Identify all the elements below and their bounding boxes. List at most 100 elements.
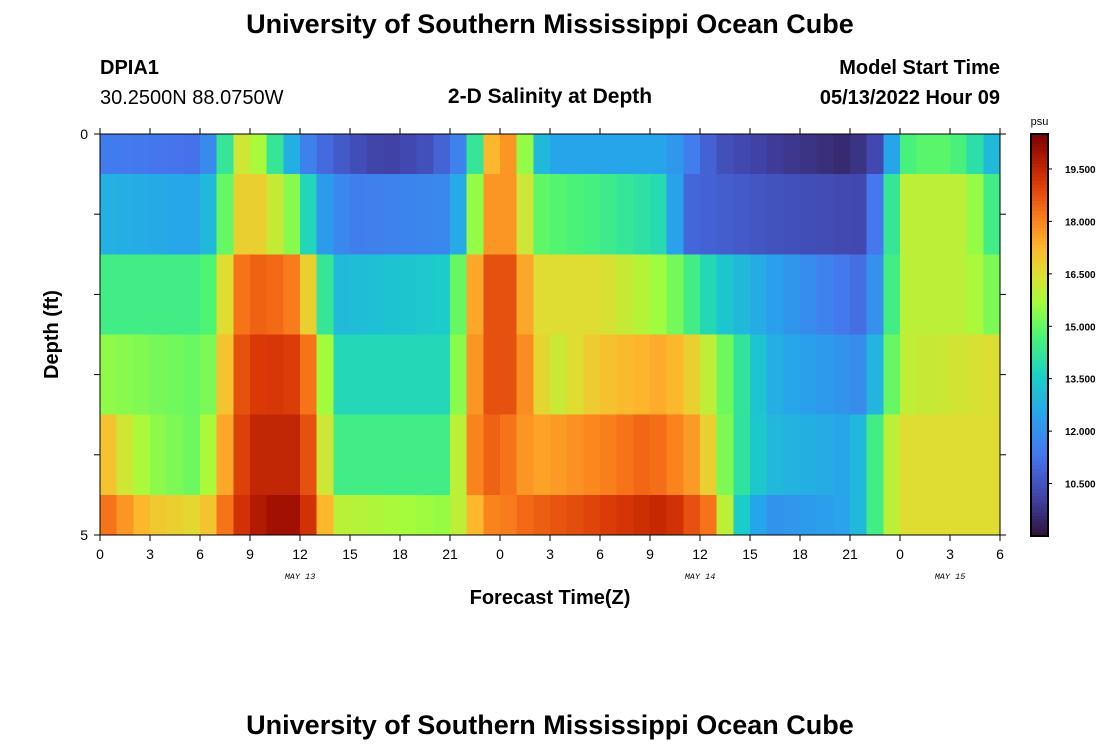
heatmap-cell [116, 134, 134, 175]
x-tick-label: 0 [496, 546, 504, 562]
colorbar-segment [1031, 418, 1048, 423]
heatmap-cell [416, 134, 434, 175]
colorbar-segment [1031, 375, 1048, 380]
heatmap-cell [750, 334, 768, 416]
colorbar-segment [1031, 448, 1048, 453]
heatmap-cell [433, 414, 451, 496]
heatmap-cell [500, 254, 518, 335]
heatmap-cell [583, 254, 601, 335]
station-location: 30.2500N 88.0750W [100, 87, 284, 109]
heatmap-cell [666, 254, 684, 335]
x-tick-label: 6 [196, 546, 204, 562]
colorbar-segment [1031, 458, 1048, 463]
heatmap-cell [250, 254, 268, 335]
heatmap-cell [333, 334, 351, 416]
colorbar-segment [1031, 331, 1048, 336]
heatmap-cell [350, 174, 368, 255]
colorbar-segment [1031, 475, 1048, 480]
colorbar-segment [1031, 509, 1048, 514]
colorbar-segment [1031, 532, 1048, 537]
colorbar-segment [1031, 402, 1048, 406]
heatmap-cell [916, 134, 934, 175]
colorbar-segment [1031, 355, 1048, 360]
heatmap-cell [616, 254, 634, 335]
heatmap-cell [866, 494, 884, 536]
heatmap-cell [566, 174, 584, 255]
heatmap-cell [966, 174, 984, 255]
y-tick-label: 5 [80, 527, 88, 543]
heatmap-cell [183, 414, 201, 496]
colorbar-segment [1031, 425, 1048, 430]
heatmap-cell [466, 254, 484, 335]
date-label: MAY 15 [935, 572, 966, 582]
heatmap-cell [800, 414, 818, 496]
heatmap-cell [483, 494, 501, 536]
heatmap-cell [933, 414, 951, 496]
heatmap-cell [316, 134, 334, 175]
heatmap-cell [416, 414, 434, 496]
colorbar-segment [1031, 221, 1048, 226]
colorbar-segment [1031, 211, 1048, 215]
heatmap-cell [966, 494, 984, 536]
heatmap-cell [933, 334, 951, 416]
heatmap-cell [616, 414, 634, 496]
heatmap-cell [333, 254, 351, 335]
x-tick-label: 6 [996, 546, 1004, 562]
heatmap-cell [566, 254, 584, 335]
colorbar-segment [1031, 465, 1048, 470]
heatmap-cell [833, 174, 851, 255]
colorbar-segment [1031, 341, 1048, 346]
heatmap-cell [550, 134, 568, 175]
heatmap-cell [183, 494, 201, 536]
colorbar-segment [1031, 485, 1048, 490]
heatmap-cell [716, 254, 734, 335]
heatmap-cell [683, 494, 701, 536]
x-tick-label: 21 [842, 546, 858, 562]
heatmap-cell [233, 174, 251, 255]
heatmap-cell [833, 254, 851, 335]
heatmap-cell [433, 494, 451, 536]
heatmap-cell [200, 334, 218, 416]
heatmap-cell [433, 174, 451, 255]
heatmap-cell [600, 334, 618, 416]
x-tick-label: 3 [546, 546, 554, 562]
heatmap-cell [816, 334, 834, 416]
heatmap-cell [633, 494, 651, 536]
heatmap-cell [516, 494, 534, 536]
heatmap-cell [700, 254, 718, 335]
heatmap-cell [533, 414, 551, 496]
colorbar-segment [1031, 492, 1048, 497]
heatmap-cell [833, 334, 851, 416]
heatmap-cell [250, 134, 268, 175]
colorbar-segment [1031, 214, 1048, 219]
heatmap-cell [766, 334, 784, 416]
colorbar-segment [1031, 489, 1048, 494]
heatmap-cell [916, 334, 934, 416]
colorbar-segment [1031, 274, 1048, 279]
colorbar-segment [1031, 308, 1048, 313]
heatmap-cell [616, 494, 634, 536]
heatmap-cell [466, 494, 484, 536]
colorbar-segment [1031, 391, 1048, 396]
date-label: MAY 13 [285, 572, 316, 582]
heatmap-cell [283, 174, 301, 255]
heatmap-cell [150, 174, 168, 255]
heatmap-cell [416, 334, 434, 416]
heatmap-cell [266, 174, 284, 255]
heatmap-cell [100, 254, 118, 335]
colorbar-segment [1031, 190, 1048, 195]
heatmap-cell [650, 174, 668, 255]
colorbar-segment [1031, 522, 1048, 527]
heatmap-cell [100, 494, 118, 536]
heatmap-cell [100, 174, 118, 255]
colorbar-segment [1031, 298, 1048, 303]
heatmap-cell [400, 494, 418, 536]
heatmap-cell [850, 414, 868, 496]
heatmap-cell [283, 414, 301, 496]
colorbar-segment [1031, 455, 1048, 460]
station-id: DPIA1 [100, 57, 159, 79]
colorbar-segment [1031, 257, 1048, 262]
colorbar-segment [1031, 144, 1048, 148]
heatmap-cell [200, 174, 218, 255]
colorbar-segment [1031, 499, 1048, 504]
